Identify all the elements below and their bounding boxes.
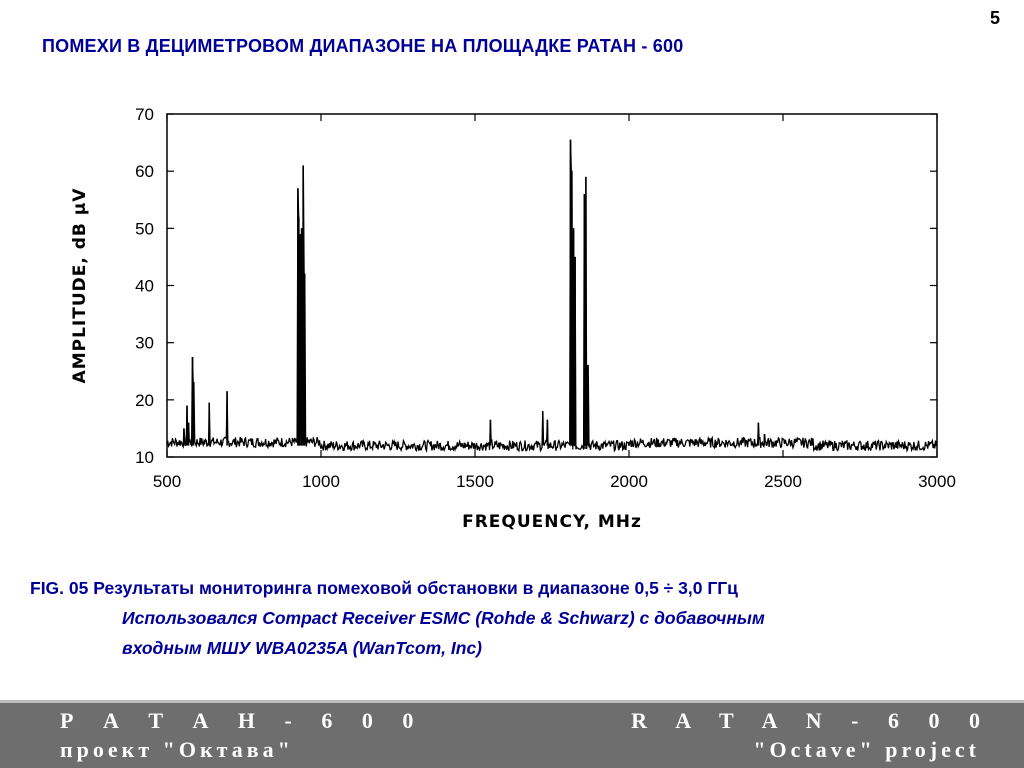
slide-title: ПОМЕХИ В ДЕЦИМЕТРОВОМ ДИАПАЗОНЕ НА ПЛОЩА…	[42, 36, 684, 56]
x-tick-label: 2000	[610, 472, 648, 491]
slide-number: 5	[989, 8, 1000, 28]
footer-banner: Р А Т А Н - 6 0 0 проект "Октава" R A T …	[0, 700, 1024, 768]
footer-left-subtitle: проект "Октава"	[60, 737, 294, 762]
spectrum-chart: 500 1000 1500 2000 2500 3000 10 20 30 40 50 60 70 FR…	[0, 90, 1024, 550]
y-tick-label: 20	[135, 391, 154, 410]
figure-caption: FIG. 05 Результаты мониторинга помеховой…	[30, 578, 1010, 659]
footer-right-title: R A T A N - 6 0 0	[631, 708, 992, 733]
y-tick-label: 50	[135, 219, 154, 238]
x-tick-label: 500	[153, 472, 181, 491]
footer-right-subtitle: "Octave" project	[753, 737, 980, 762]
y-tick-label: 30	[135, 334, 154, 353]
caption-line-3: входным МШУ WBA0235A (WanTcom, Inc)	[122, 638, 483, 658]
caption-line-1: FIG. 05 Результаты мониторинга помеховой…	[30, 578, 738, 598]
y-tick-label: 10	[135, 448, 154, 467]
chart-axes: 500 1000 1500 2000 2500 3000 10 20 30 40 50 60 70	[135, 105, 956, 491]
chart-svg: 500 1000 1500 2000 2500 3000 10 20 30 40 50 60 70 FR…	[70, 105, 956, 532]
x-tick-label: 2500	[764, 472, 802, 491]
y-tick-label: 60	[135, 162, 154, 181]
chart-series	[166, 139, 938, 454]
x-tick-label: 3000	[918, 472, 956, 491]
caption-line-2: Использовался Compact Receiver ESMC (Roh…	[122, 608, 765, 628]
footer-left-title: Р А Т А Н - 6 0 0	[60, 708, 426, 733]
y-tick-label: 40	[135, 277, 154, 296]
spectrum-line	[166, 139, 938, 454]
x-tick-label: 1500	[456, 472, 494, 491]
x-axis-title: FREQUENCY, MHz	[462, 512, 642, 532]
y-axis-title: AMPLITUDE, dB µV	[70, 188, 90, 384]
plot-frame	[166, 113, 938, 458]
y-tick-label: 70	[135, 105, 154, 124]
x-tick-label: 1000	[302, 472, 340, 491]
